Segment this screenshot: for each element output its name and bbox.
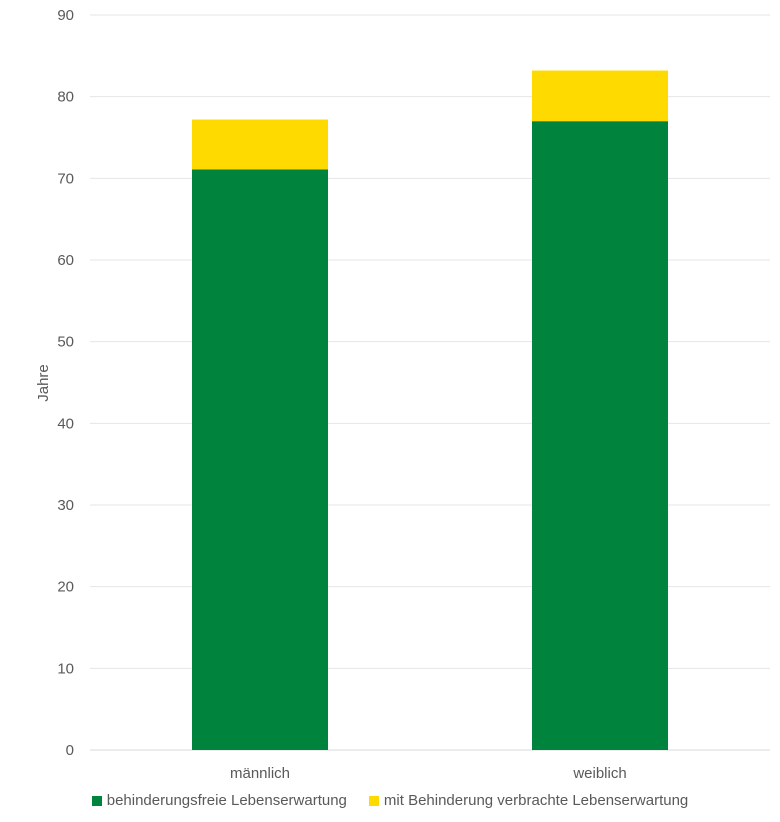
legend-item-disability-free: behinderungsfreie Lebenserwartung — [91, 792, 347, 809]
y-tick-label: 80 — [57, 89, 74, 106]
x-category-label: weiblich — [572, 765, 626, 782]
x-axis-categories: männlich weiblich — [230, 765, 627, 782]
legend-item-with-disability: mit Behinderung verbrachte Lebenserwartu… — [368, 792, 689, 809]
legend-swatch-yellow — [368, 795, 379, 806]
legend-label: mit Behinderung verbrachte Lebenserwartu… — [383, 792, 689, 809]
y-tick-label: 60 — [57, 252, 74, 269]
bar-segment — [192, 169, 328, 751]
bar-segment — [192, 119, 328, 170]
y-axis-label: Jahre — [35, 364, 52, 402]
y-tick-label: 70 — [57, 170, 74, 187]
y-tick-label: 0 — [66, 742, 74, 759]
y-axis-ticks: 0 10 20 30 40 50 60 70 80 90 — [57, 7, 74, 759]
bars — [192, 70, 668, 751]
x-category-label: männlich — [230, 765, 290, 782]
y-tick-label: 50 — [57, 334, 74, 351]
y-tick-label: 40 — [57, 415, 74, 432]
legend: behinderungsfreie Lebenserwartung mit Be… — [0, 792, 780, 809]
bar-segment — [532, 121, 668, 750]
y-tick-label: 20 — [57, 579, 74, 596]
legend-label: behinderungsfreie Lebenserwartung — [106, 792, 347, 809]
bar-segment — [532, 70, 668, 122]
y-tick-label: 10 — [57, 660, 74, 677]
legend-swatch-green — [91, 795, 102, 806]
y-tick-label: 90 — [57, 7, 74, 24]
y-tick-label: 30 — [57, 497, 74, 514]
